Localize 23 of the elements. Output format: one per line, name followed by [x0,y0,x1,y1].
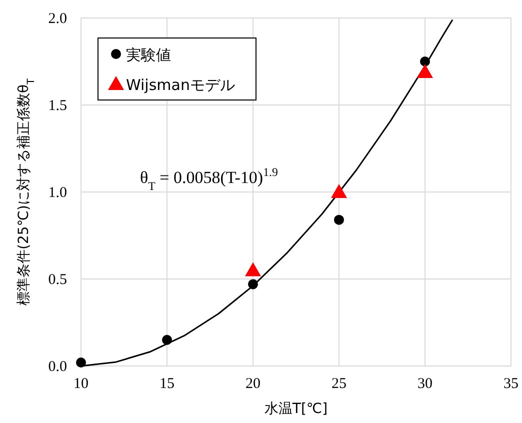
x-tick-label: 35 [504,376,518,392]
x-tick-label: 30 [418,376,432,392]
annotation: θ$_{T}$ = 0.0058(T-10)$^{1.9}$ [140,165,278,193]
point [420,56,430,66]
y-tick-label: 2.0 [48,11,67,27]
point [245,262,261,276]
point [417,64,433,78]
legend-label: 実験値 [126,46,171,64]
x-tick-label: 10 [74,376,88,392]
legend-label: Wijsmanモデル [126,76,235,94]
y-tick-label: 1.0 [48,185,67,201]
point [162,334,172,345]
y-tick-label: 0.5 [48,272,67,288]
point [76,358,86,368]
y-tick-label: 0.0 [48,359,67,375]
point [334,214,344,225]
point [331,184,347,198]
x-axis-title: 水温T[℃] [264,401,328,417]
x-tick-label: 25 [332,376,346,392]
y-tick-label: 1.5 [48,98,67,114]
point [248,279,258,290]
x-tick-label: 20 [246,376,260,392]
x-tick-label: 15 [160,376,174,392]
